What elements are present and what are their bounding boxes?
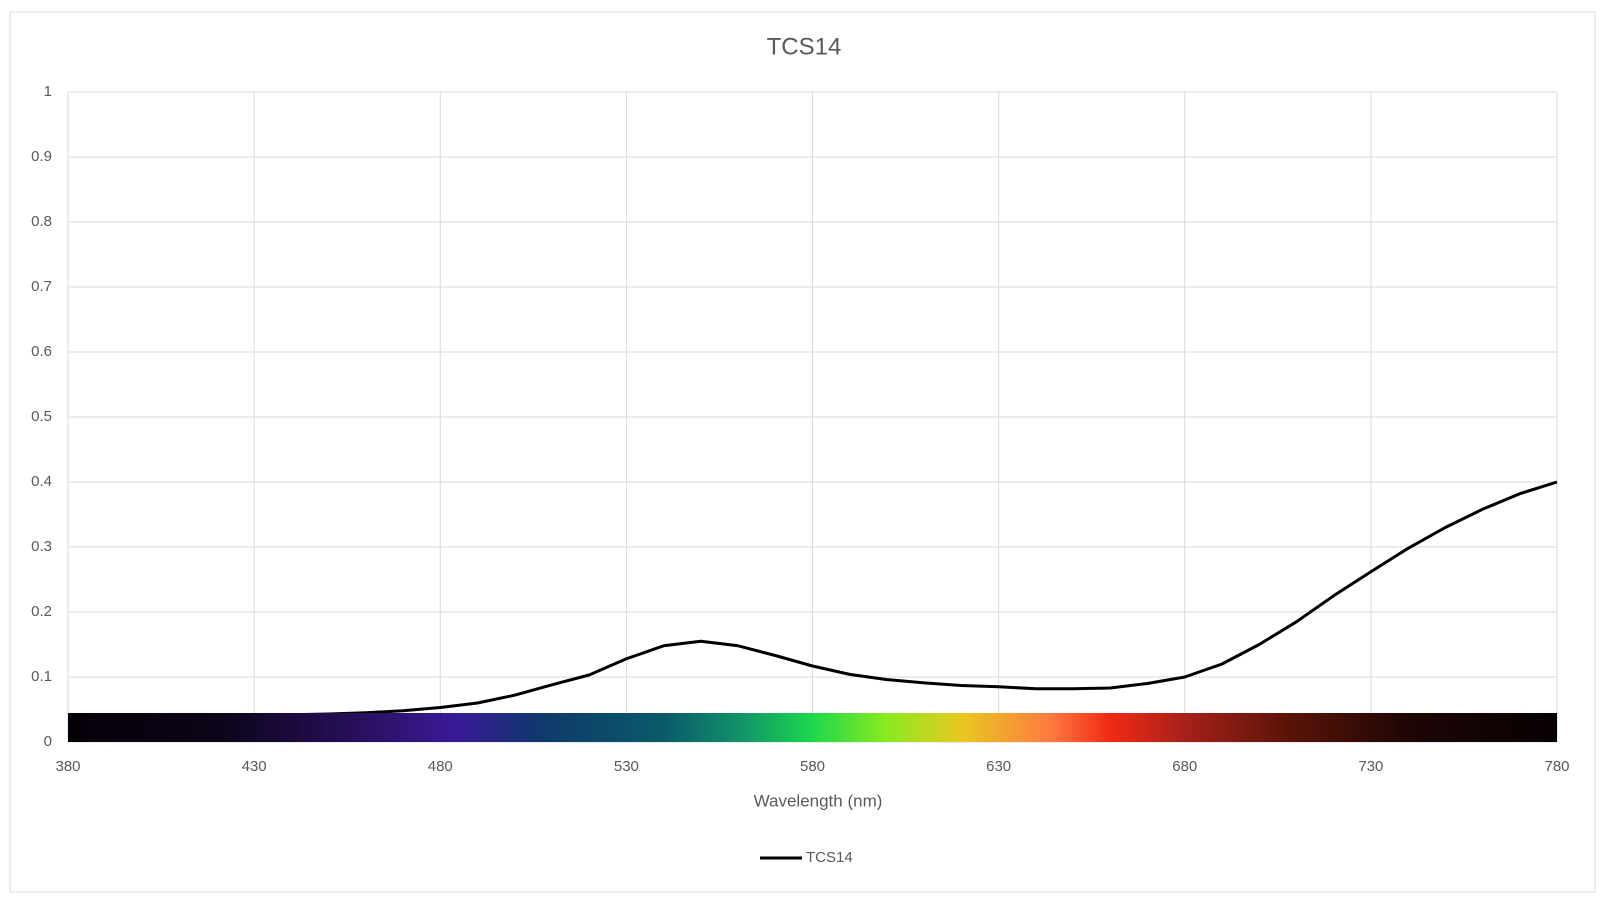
y-tick-label: 0.8 (31, 213, 52, 230)
y-tick-label: 0.1 (31, 668, 52, 685)
y-tick-label: 1 (44, 83, 52, 100)
legend-label: TCS14 (806, 849, 853, 866)
y-tick-label: 0.6 (31, 343, 52, 360)
y-tick-label: 0.5 (31, 408, 52, 425)
x-tick-label: 580 (800, 758, 825, 775)
y-tick-label: 0.2 (31, 603, 52, 620)
x-axis-title: Wavelength (nm) (754, 791, 883, 810)
x-tick-label: 730 (1358, 758, 1383, 775)
x-tick-label: 780 (1544, 758, 1569, 775)
spectrum-bar (68, 713, 1557, 742)
x-tick-label: 630 (986, 758, 1011, 775)
y-tick-label: 0.3 (31, 538, 52, 555)
x-tick-label: 430 (242, 758, 267, 775)
x-tick-label: 680 (1172, 758, 1197, 775)
y-tick-label: 0.9 (31, 148, 52, 165)
chart-border (9, 11, 1596, 893)
y-tick-label: 0.7 (31, 278, 52, 295)
y-tick-label: 0.4 (31, 473, 52, 490)
x-tick-label: 530 (614, 758, 639, 775)
y-tick-label: 0 (44, 733, 52, 750)
chart-title: TCS14 (767, 33, 842, 60)
x-tick-label: 380 (55, 758, 80, 775)
x-tick-label: 480 (428, 758, 453, 775)
